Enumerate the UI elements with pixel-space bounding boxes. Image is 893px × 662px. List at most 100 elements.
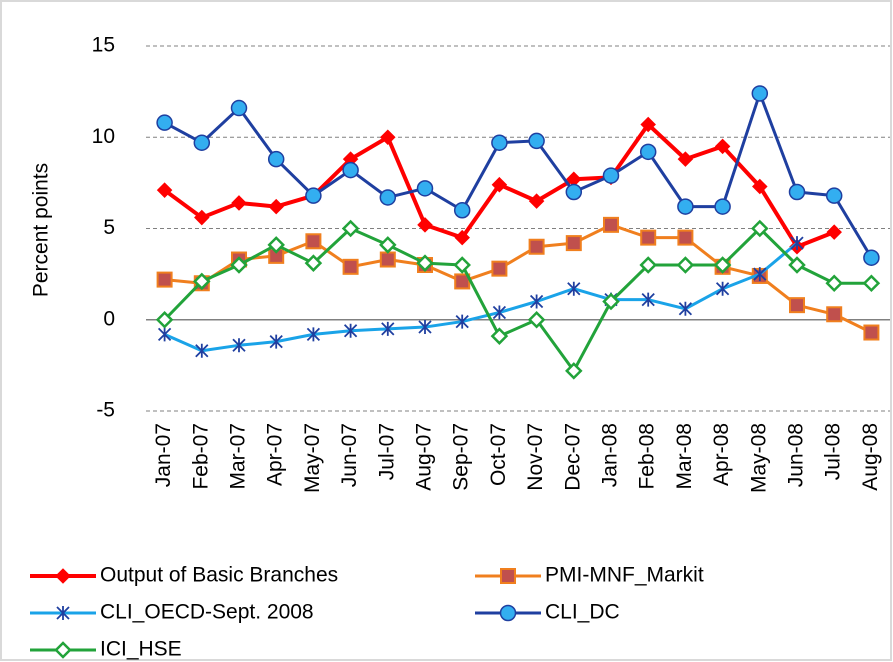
marker [528, 132, 545, 150]
marker [603, 216, 619, 233]
legend-label: PMI-MNF_Markit [545, 564, 704, 587]
marker [565, 183, 583, 201]
marker [193, 134, 211, 151]
marker [304, 254, 323, 272]
marker [455, 314, 469, 329]
legend-label: Output of Basic Branches [100, 564, 338, 587]
marker [527, 310, 546, 329]
legend-marker [56, 606, 70, 620]
x-tick-label: Jan-07 [152, 423, 175, 487]
x-tick-label: Jul-07 [375, 423, 398, 480]
marker [826, 224, 842, 240]
marker [640, 116, 656, 133]
x-tick-label: Feb-07 [189, 423, 212, 490]
legend-item: ICI_HSE [30, 638, 182, 661]
marker [790, 236, 804, 251]
marker [863, 324, 880, 341]
marker [863, 249, 880, 266]
series [157, 236, 804, 358]
marker [156, 182, 173, 198]
series-line [163, 241, 798, 353]
marker [753, 267, 767, 282]
legend-label: CLI_OECD-Sept. 2008 [100, 601, 314, 624]
marker [640, 229, 657, 246]
marker [565, 362, 583, 380]
marker [54, 641, 72, 659]
marker [677, 198, 694, 215]
marker [418, 320, 432, 335]
marker [826, 306, 843, 323]
series-line [163, 227, 872, 373]
marker [416, 254, 434, 272]
marker [417, 217, 433, 233]
marker [677, 151, 694, 167]
marker [380, 129, 396, 146]
marker [267, 236, 285, 254]
legend-label: CLI_DC [545, 601, 620, 624]
series [155, 219, 881, 380]
y-axis-label: Percent points [30, 163, 53, 297]
marker [156, 114, 173, 131]
x-tick-label: Aug-07 [413, 423, 436, 491]
marker [379, 236, 397, 254]
marker [567, 281, 581, 296]
marker [565, 235, 582, 252]
marker [453, 202, 471, 219]
series [156, 116, 842, 255]
x-tick-label: May-08 [747, 423, 770, 493]
marker [529, 294, 544, 309]
legend-marker [54, 641, 72, 659]
marker [751, 85, 769, 102]
marker [379, 251, 396, 268]
y-tick-label: 15 [92, 34, 115, 57]
x-tick-label: Jun-08 [785, 423, 808, 487]
x-tick-label: Mar-08 [673, 423, 696, 490]
marker [342, 161, 359, 179]
marker [713, 256, 732, 274]
marker [454, 229, 470, 246]
marker [602, 167, 620, 184]
marker [528, 238, 545, 255]
series [156, 85, 880, 266]
y-tick-label: 5 [103, 216, 115, 239]
marker [232, 338, 246, 353]
marker [231, 195, 247, 211]
marker [230, 99, 248, 117]
legend-item: CLI_OECD-Sept. 2008 [30, 601, 314, 624]
marker [491, 176, 508, 193]
marker [490, 327, 509, 345]
marker [491, 134, 508, 151]
marker [641, 292, 655, 307]
x-tick-label: Mar-07 [227, 423, 250, 490]
marker [491, 260, 508, 277]
marker [343, 323, 358, 338]
marker [752, 178, 768, 195]
marker [416, 180, 434, 197]
legend-item: Output of Basic Branches [30, 564, 338, 587]
marker [157, 327, 172, 342]
marker [789, 297, 805, 314]
marker [342, 258, 359, 275]
x-tick-label: Oct-07 [487, 423, 510, 486]
x-tick-label: Aug-08 [859, 423, 882, 491]
marker [751, 219, 769, 238]
marker [492, 305, 507, 320]
marker [639, 256, 657, 274]
legend-marker [500, 568, 516, 584]
marker [499, 604, 517, 622]
marker [193, 272, 211, 291]
marker [379, 189, 397, 206]
marker [825, 187, 843, 204]
marker [156, 271, 173, 288]
marker [155, 310, 174, 329]
marker [194, 209, 210, 226]
marker [381, 321, 395, 336]
marker [56, 606, 70, 620]
marker [788, 183, 806, 201]
marker [677, 229, 694, 246]
legend-item: CLI_DC [475, 601, 620, 624]
marker [269, 334, 283, 349]
x-tick-label: Dec-07 [561, 423, 584, 491]
x-tick-label: Jan-08 [599, 423, 622, 487]
